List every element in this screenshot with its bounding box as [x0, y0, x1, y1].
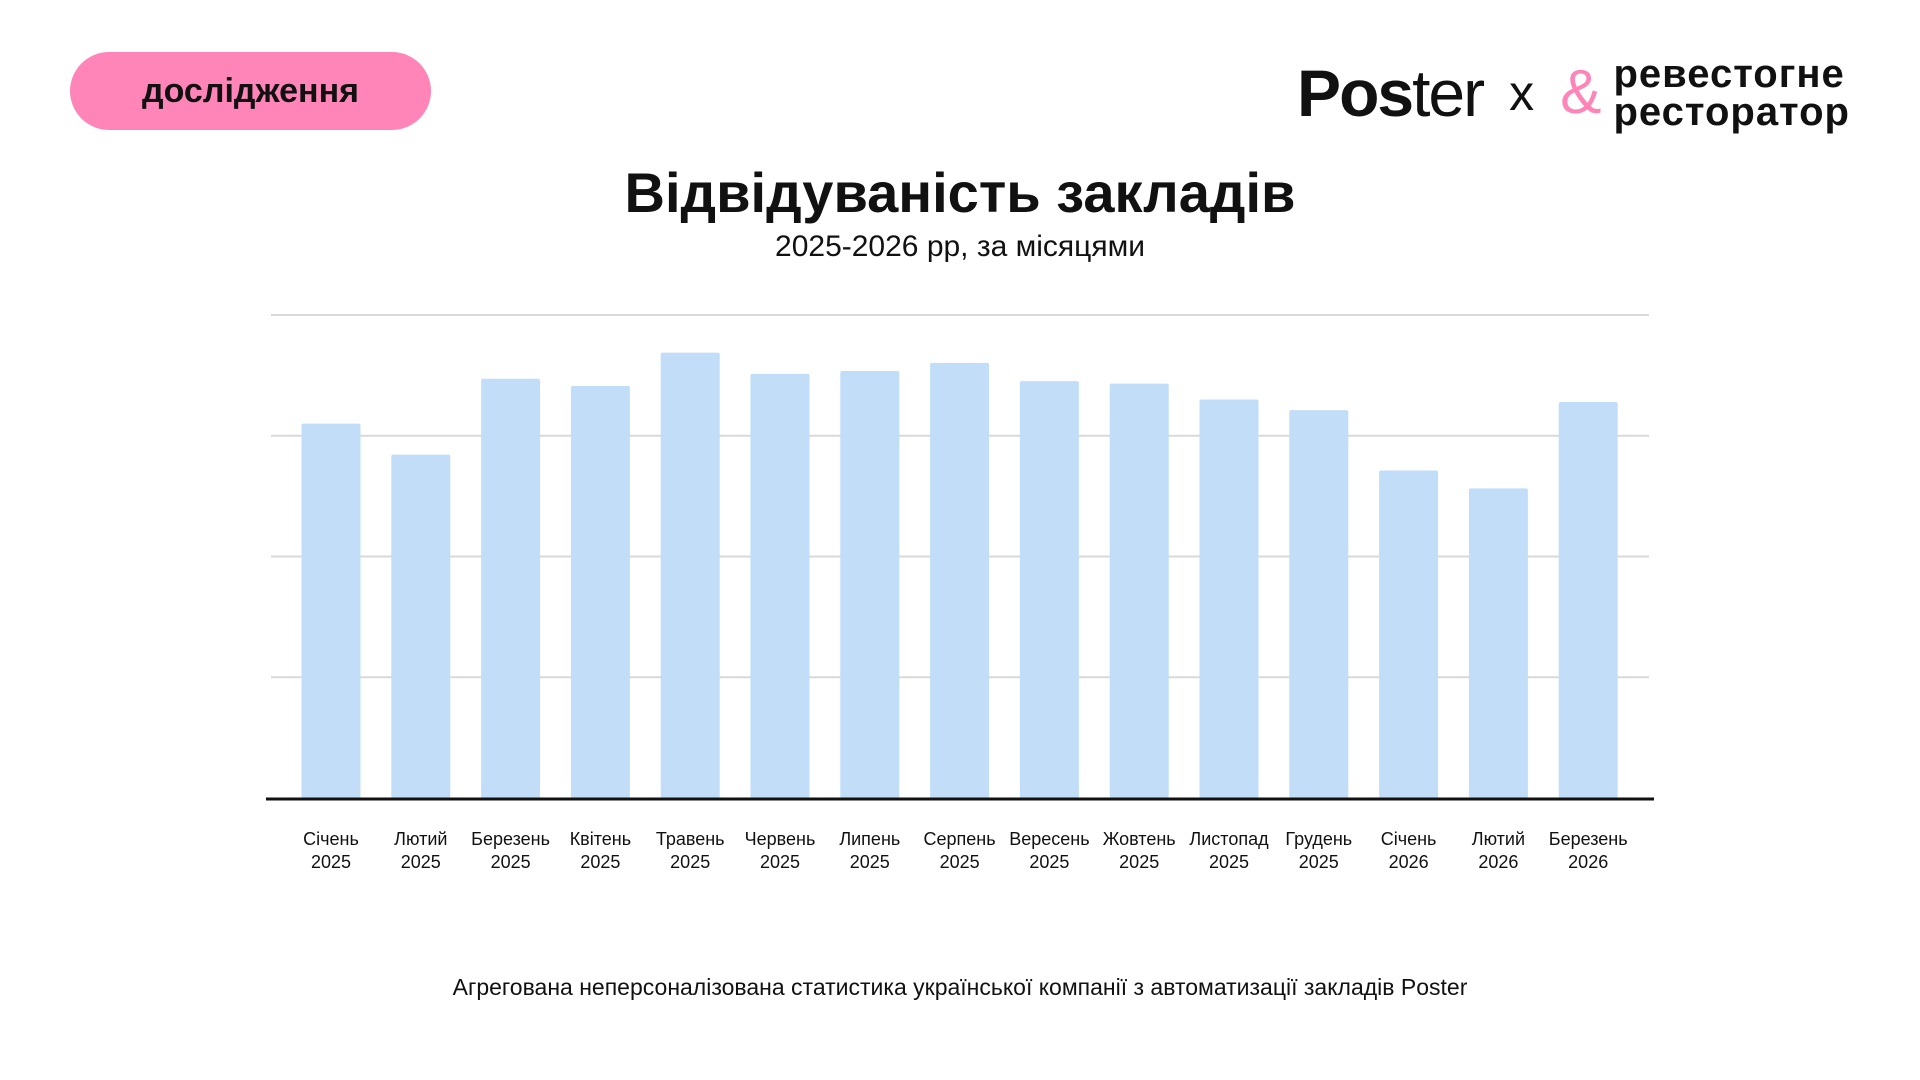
- x-tick-label-year: 2025: [1029, 852, 1069, 872]
- bar-12: [1379, 470, 1439, 798]
- x-tick-label-year: 2026: [1389, 852, 1429, 872]
- bar-11: [1289, 410, 1349, 798]
- partner-logos: Poster x & ревестогне ресторатор: [1297, 52, 1850, 134]
- bar-14: [1558, 401, 1618, 798]
- x-tick-label-year: 2025: [670, 852, 710, 872]
- x-tick-label-year: 2025: [311, 852, 351, 872]
- x-tick-label-year: 2025: [940, 852, 980, 872]
- x-tick-label: Серпень: [924, 829, 996, 849]
- x-tick-label-year: 2026: [1478, 852, 1518, 872]
- x-tick-label: Грудень: [1285, 829, 1352, 849]
- bar-9: [1109, 383, 1169, 798]
- x-tick-label-year: 2026: [1568, 852, 1608, 872]
- bar-13: [1468, 488, 1528, 798]
- ampersand-mark: &: [1560, 58, 1602, 127]
- x-tick-label: Лютий: [1472, 829, 1525, 849]
- x-tick-label: Липень: [839, 829, 900, 849]
- x-tick-label-year: 2025: [850, 852, 890, 872]
- logo-separator: x: [1509, 65, 1535, 121]
- x-tick-label: Червень: [745, 829, 816, 849]
- x-tick-label: Березень: [471, 829, 550, 849]
- bar-5: [750, 373, 810, 798]
- poster-logo: Poster: [1297, 56, 1485, 130]
- x-tick-label: Листопад: [1189, 829, 1269, 849]
- x-tick-label-year: 2025: [401, 852, 441, 872]
- bar-8: [1019, 381, 1079, 798]
- logo-line-2: ресторатор: [1613, 90, 1850, 134]
- bar-2: [481, 378, 541, 798]
- x-tick-label-year: 2025: [1119, 852, 1159, 872]
- bar-0: [301, 423, 361, 798]
- logo-line-1: ревестогне: [1613, 52, 1845, 96]
- bar-6: [840, 371, 900, 798]
- chart-title: Відвідуваність закладів: [624, 161, 1296, 224]
- x-tick-label: Лютий: [394, 829, 447, 849]
- bar-7: [930, 362, 990, 798]
- x-tick-label: Січень: [1381, 829, 1437, 849]
- bar-1: [391, 454, 451, 798]
- x-tick-label-year: 2025: [491, 852, 531, 872]
- x-tick-label-year: 2025: [580, 852, 620, 872]
- x-tick-label: Вересень: [1009, 829, 1089, 849]
- bar-4: [660, 352, 720, 798]
- bar-10: [1199, 399, 1259, 798]
- x-tick-label-year: 2025: [760, 852, 800, 872]
- x-tick-label: Квітень: [570, 829, 631, 849]
- x-tick-label: Січень: [303, 829, 359, 849]
- x-tick-label: Березень: [1549, 829, 1628, 849]
- x-tick-label-year: 2025: [1209, 852, 1249, 872]
- x-tick-label-year: 2025: [1299, 852, 1339, 872]
- x-tick-label: Травень: [656, 829, 725, 849]
- x-tick-label: Жовтень: [1103, 829, 1176, 849]
- bar-3: [570, 386, 630, 798]
- chart-subtitle: 2025-2026 рр, за місяцями: [775, 230, 1145, 263]
- research-badge: дослідження: [70, 52, 431, 130]
- revestogne-restorator-logo: ревестогне ресторатор: [1613, 52, 1850, 134]
- footnote: Агрегована неперсоналізована статистика …: [452, 974, 1468, 1000]
